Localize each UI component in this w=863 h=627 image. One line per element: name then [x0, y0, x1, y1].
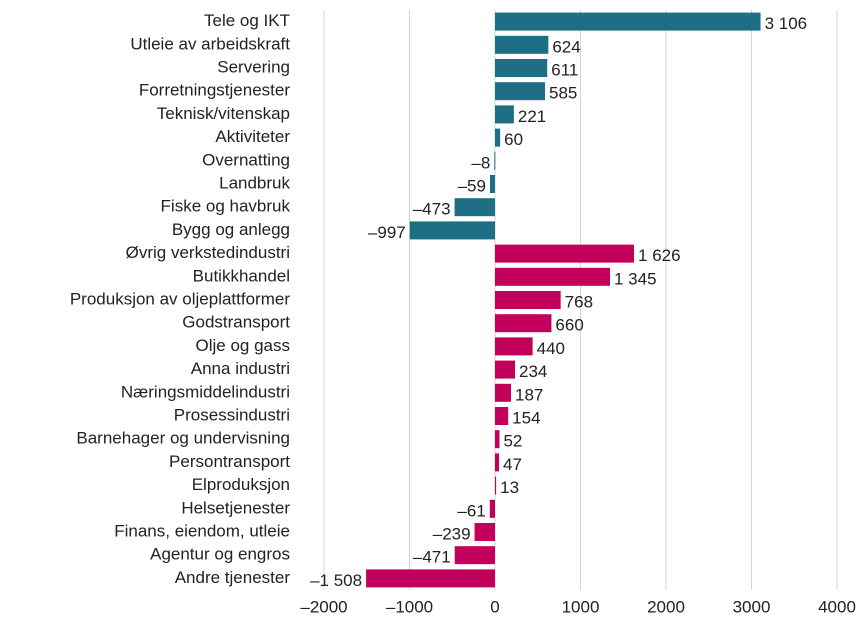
value-label: 585: [549, 84, 577, 103]
bar: [495, 105, 514, 124]
bar: [494, 151, 496, 170]
bar: [495, 291, 561, 309]
value-label: –1 508: [310, 571, 362, 590]
y-tick-label: Andre tjenester: [175, 568, 291, 587]
y-tick-label: Tele og IKT: [204, 11, 290, 30]
y-tick-label: Finans, eiendom, utleie: [114, 521, 290, 540]
bar: [495, 82, 546, 101]
value-label: 611: [551, 60, 578, 79]
value-label: 52: [503, 432, 522, 451]
value-label: 768: [565, 292, 593, 311]
value-label: –61: [457, 501, 485, 520]
y-tick-label: Servering: [217, 57, 290, 76]
y-tick-label: Landbruk: [219, 173, 290, 192]
bar: [495, 453, 500, 472]
bar: [495, 360, 516, 379]
bar: [489, 499, 495, 518]
x-tick-label: 3000: [733, 597, 771, 616]
value-label: –8: [471, 153, 490, 172]
bar: [409, 221, 495, 240]
value-label: 234: [519, 362, 547, 381]
y-tick-label: Helsetjenester: [181, 498, 290, 517]
bar: [454, 198, 495, 217]
bar: [495, 59, 548, 77]
y-tick-label: Teknisk/vitenskap: [157, 104, 290, 123]
bar: [495, 128, 501, 147]
bar: [495, 476, 497, 495]
y-tick-label: Godstransport: [182, 313, 290, 332]
bar: [495, 430, 500, 449]
value-label: –471: [413, 548, 451, 567]
y-tick-label: Forretningstjenester: [139, 81, 291, 100]
bar: [495, 407, 509, 425]
y-tick-label: Agentur og engros: [150, 545, 290, 564]
bar: [495, 35, 549, 54]
value-label: 60: [504, 130, 523, 149]
x-tick-label: 0: [490, 597, 499, 616]
value-label: 3 106: [765, 14, 808, 33]
bar: [366, 569, 495, 588]
bar: [495, 267, 610, 286]
y-tick-label: Anna industri: [191, 359, 290, 378]
value-label: 221: [518, 107, 546, 126]
y-tick-label: Olje og gass: [196, 336, 291, 355]
y-tick-label: Butikkhandel: [193, 266, 290, 285]
y-tick-label: Produksjon av oljeplattformer: [70, 289, 291, 308]
x-tick-label: –2000: [300, 597, 347, 616]
bar: [454, 546, 495, 565]
bar: [495, 12, 761, 31]
value-label: –473: [413, 200, 451, 219]
value-label: 660: [555, 316, 583, 335]
value-label: –59: [458, 176, 486, 195]
value-label: 624: [552, 37, 580, 56]
y-tick-label: Utleie av arbeidskraft: [130, 34, 290, 53]
bar: [495, 337, 533, 356]
bar: [495, 383, 511, 402]
value-label: –997: [368, 223, 406, 242]
y-tick-label: Næringsmiddelindustri: [121, 382, 290, 401]
bar: [474, 523, 495, 541]
y-tick-label: Aktiviteter: [215, 127, 290, 146]
value-label: 440: [537, 339, 565, 358]
y-tick-label: Fiske og havbruk: [161, 197, 291, 216]
y-tick-label: Overnatting: [202, 150, 290, 169]
y-tick-label: Persontransport: [169, 452, 290, 471]
x-tick-label: 4000: [818, 597, 856, 616]
value-label: 47: [503, 455, 522, 474]
y-tick-label: Barnehager og undervisning: [76, 429, 290, 448]
y-tick-label: Bygg og anlegg: [172, 220, 290, 239]
value-label: 1 345: [614, 269, 657, 288]
y-tick-label: Øvrig verkstedindustri: [126, 243, 290, 262]
value-label: 187: [515, 385, 543, 404]
y-tick-label: Elproduksjon: [192, 475, 290, 494]
bar: [495, 244, 635, 263]
x-tick-label: 2000: [647, 597, 685, 616]
value-label: 154: [512, 408, 540, 427]
value-label: 13: [500, 478, 519, 497]
value-label: –239: [433, 524, 471, 543]
value-label: 1 626: [638, 246, 681, 265]
x-tick-label: 1000: [562, 597, 600, 616]
bar: [489, 175, 495, 193]
bar: [495, 314, 552, 333]
x-tick-label: –1000: [386, 597, 433, 616]
y-tick-label: Prosessindustri: [174, 405, 290, 424]
